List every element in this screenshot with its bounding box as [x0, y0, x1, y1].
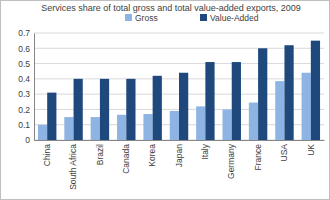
bar: [311, 41, 320, 140]
y-tick: 0.3: [18, 89, 30, 99]
grid: [34, 33, 324, 140]
y-axis-line: [34, 34, 35, 141]
bar: [153, 76, 162, 140]
x-tick: Germany: [226, 143, 236, 179]
y-tick: 0.7: [18, 28, 30, 38]
legend-label: Gross: [135, 13, 158, 23]
series: [38, 73, 311, 140]
bar: [205, 62, 214, 140]
y-tick-label: 0.6: [18, 44, 30, 54]
y-tick-label: 0.5: [18, 59, 30, 69]
x-tick-label: China: [42, 144, 52, 166]
grid-line: [34, 48, 324, 49]
grid-line: [34, 63, 324, 64]
chart-border: [1, 1, 330, 200]
legend-label: Value-Added: [210, 13, 259, 23]
bar: [100, 79, 109, 140]
y-tick: 0.1: [18, 120, 30, 130]
y-tick: 0.4: [18, 74, 30, 84]
x-tick-label: UK: [306, 144, 316, 156]
x-tick: USA: [279, 144, 289, 162]
y-axis: 0 0.1 0.2 0.3 0.4 0.5 0.6 0.7: [18, 28, 34, 145]
series: [47, 41, 320, 140]
y-tick-label: 0.1: [18, 120, 30, 130]
x-tick-label: France: [253, 144, 263, 171]
bar: [143, 114, 152, 140]
y-tick-label: 0.7: [18, 28, 30, 38]
x-axis: China South Africa Brazil Canada Korea Japan I…: [35, 141, 325, 190]
bar: [117, 115, 126, 140]
bars: [38, 41, 320, 140]
bar: [38, 125, 47, 140]
bar: [223, 109, 232, 140]
bar: [258, 48, 267, 140]
x-tick: Canada: [121, 144, 131, 174]
x-tick: Brazil: [95, 144, 105, 165]
bar: [179, 73, 188, 140]
bar: [91, 117, 100, 140]
x-tick: China: [42, 144, 52, 166]
x-tick-label: Canada: [121, 144, 131, 174]
bar: [64, 117, 73, 140]
x-tick-label: Brazil: [95, 144, 105, 165]
x-axis-line: [35, 140, 325, 141]
legend-swatch: [125, 14, 132, 21]
legend-item: Gross: [125, 13, 158, 23]
bar: [196, 106, 205, 140]
y-tick-label: 0.4: [18, 74, 30, 84]
y-tick: 0.5: [18, 59, 30, 69]
x-tick: South Africa: [68, 144, 78, 190]
bar: [47, 93, 56, 140]
y-tick-label: 0: [25, 135, 30, 145]
legend-item: Value-Added: [200, 13, 259, 23]
y-tick: 0: [25, 135, 30, 145]
y-tick-label: 0.2: [18, 105, 30, 115]
title: Services share of total gross and total …: [41, 3, 301, 13]
bar: [249, 103, 258, 140]
plot: 0 0.1 0.2 0.3 0.4 0.5 0.6 0.7 China South Africa B…: [18, 28, 324, 190]
x-tick-label: Japan: [174, 144, 184, 167]
chart: Services share of total gross and total …: [0, 0, 330, 200]
x-tick-label: Korea: [147, 144, 157, 167]
x-tick-label: Italy: [200, 143, 210, 159]
x-tick: France: [253, 144, 263, 171]
x-tick: Italy: [200, 143, 210, 159]
bar: [284, 45, 293, 140]
legend-swatch: [200, 14, 207, 21]
bar: [126, 79, 135, 140]
x-tick-label: South Africa: [68, 144, 78, 190]
bar: [275, 81, 284, 140]
y-tick-label: 0.3: [18, 89, 30, 99]
y-tick: 0.2: [18, 105, 30, 115]
x-tick: Korea: [147, 144, 157, 167]
bar: [74, 79, 83, 140]
y-tick: 0.6: [18, 44, 30, 54]
bar: [302, 73, 311, 140]
x-tick: Japan: [174, 144, 184, 167]
x-tick-label: Germany: [226, 143, 236, 179]
legend: Gross Value-Added: [125, 13, 259, 23]
x-tick: UK: [306, 144, 316, 156]
grid-line: [34, 33, 324, 34]
bar: [170, 111, 179, 140]
bar: [232, 62, 241, 140]
x-tick-label: USA: [279, 144, 289, 162]
